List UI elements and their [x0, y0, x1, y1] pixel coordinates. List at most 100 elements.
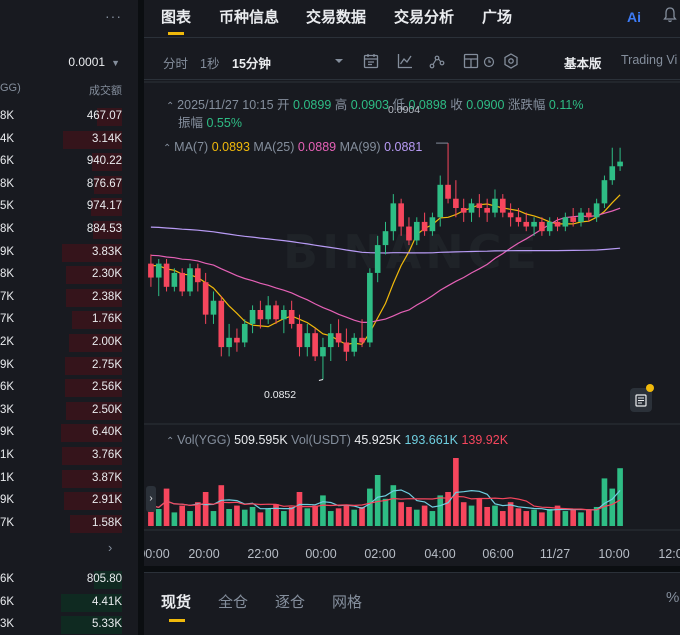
- candle-body: [445, 184, 451, 199]
- ask-total: 2.38K: [91, 290, 122, 303]
- depth-bar: [97, 108, 122, 126]
- volume-bar: [515, 508, 522, 526]
- order-book-panel: ··· 0.0001 ▼ GG) 成交额 8K 467.07 4K 3.14K 6K 940…: [0, 0, 138, 635]
- interval-15m[interactable]: 15分钟: [232, 57, 271, 71]
- tab-cross[interactable]: 全仓: [218, 594, 249, 611]
- candlestick-chart[interactable]: BINANCE 00:00 20:00 22:00 00:00 02:00 04:00 06…: [144, 80, 680, 566]
- ask-row[interactable]: 2K 2.00K: [0, 332, 122, 354]
- precision-select[interactable]: 0.0001 ▼: [68, 55, 120, 69]
- volume-legend: ⌃ Vol(YGG) 509.595K Vol(USDT) 45.925K 19…: [166, 433, 508, 447]
- volume-bar: [546, 509, 553, 526]
- collapse-caret-icon[interactable]: ⌃: [166, 101, 178, 112]
- ask-row[interactable]: 9K 2.91K: [0, 490, 122, 512]
- volume-bar: [617, 468, 623, 526]
- tab-trading-analysis[interactable]: 交易分析: [394, 9, 455, 26]
- expand-panel-button[interactable]: ›: [146, 486, 156, 512]
- interval-1s[interactable]: 1秒: [200, 57, 220, 71]
- candle-body: [453, 198, 459, 208]
- ask-row[interactable]: 6K 940.22: [0, 151, 122, 173]
- tab-square[interactable]: 广场: [482, 9, 513, 26]
- ask-row[interactable]: 7K 2.38K: [0, 287, 122, 309]
- volume-bar: [312, 505, 318, 526]
- bid-row[interactable]: 6K 805.80: [0, 569, 122, 591]
- tab-chart[interactable]: 图表: [161, 6, 191, 35]
- tab-coin-info[interactable]: 币种信息: [219, 9, 280, 26]
- drawing-tool-icon[interactable]: [428, 52, 446, 70]
- depth-bar: [92, 153, 122, 172]
- tradingview-toggle[interactable]: Trading Vi: [621, 53, 678, 67]
- volume-bar: [507, 502, 514, 526]
- candle-body: [554, 221, 561, 227]
- bid-row[interactable]: 6K 4.41K: [0, 592, 122, 614]
- volume-bar: [445, 492, 451, 526]
- candle-body: [390, 203, 397, 232]
- tab-spot[interactable]: 现货: [161, 591, 191, 622]
- ask-row[interactable]: 6K 2.56K: [0, 377, 122, 399]
- candle-body: [179, 272, 186, 292]
- ai-assistant-icon[interactable]: Ai: [627, 9, 641, 25]
- ask-row[interactable]: 9K 6.40K: [0, 422, 122, 444]
- basic-view-toggle[interactable]: 基本版: [564, 57, 602, 71]
- candle-body: [585, 212, 592, 218]
- ask-row[interactable]: 1K 3.76K: [0, 445, 122, 467]
- ask-row[interactable]: 7K 1.58K: [0, 513, 122, 535]
- ask-row[interactable]: 5K 974.17: [0, 196, 122, 218]
- notification-dot: [646, 384, 654, 392]
- volume-ma-lines: [150, 489, 621, 511]
- ask-amount: 1K: [0, 471, 15, 484]
- ask-amount: 8K: [0, 268, 15, 281]
- ask-amount: 1K: [0, 449, 15, 461]
- ask-row[interactable]: 9K 2.75K: [0, 355, 122, 377]
- bell-icon[interactable]: [663, 7, 677, 23]
- collapse-caret-icon[interactable]: ⌃: [163, 143, 175, 154]
- ask-row[interactable]: 1K 3.87K: [0, 468, 122, 490]
- more-horizontal-icon[interactable]: ···: [105, 8, 122, 24]
- ask-row[interactable]: 8K 884.53: [0, 219, 122, 241]
- candle-body: [249, 310, 256, 324]
- calendar-icon[interactable]: [362, 52, 380, 70]
- volume-bar: [273, 504, 279, 526]
- volume-bar: [249, 506, 256, 526]
- tab-isolated[interactable]: 逐仓: [275, 594, 306, 611]
- interval-timeline[interactable]: 分时: [163, 57, 189, 71]
- ma7-label: MA(7): [174, 140, 209, 154]
- indicator-icon[interactable]: [396, 52, 414, 70]
- ask-row[interactable]: 3K 2.50K: [0, 400, 122, 422]
- volume-bar: [241, 509, 248, 526]
- ask-total: 3.83K: [91, 245, 122, 258]
- vol-ma5-value: 193.661K: [404, 433, 458, 447]
- collapse-caret-icon[interactable]: ⌃: [166, 436, 178, 447]
- ask-row[interactable]: 9K 3.83K: [0, 242, 122, 264]
- news-toggle-button[interactable]: [630, 384, 654, 412]
- ask-row[interactable]: 8K 467.07: [0, 106, 122, 128]
- volume-bar: [187, 511, 193, 526]
- depth-bar: [61, 616, 122, 635]
- alert-icon[interactable]: [480, 52, 498, 70]
- candle-body: [155, 263, 162, 278]
- time-axis-label: 22:00: [247, 547, 278, 561]
- ask-row[interactable]: 8K 876.67: [0, 174, 122, 196]
- chart-grid: [144, 81, 680, 531]
- layout-icon[interactable]: [462, 52, 480, 70]
- ask-total: 2.50K: [91, 403, 122, 416]
- volume-bar: [226, 509, 232, 526]
- tab-grid[interactable]: 网格: [332, 594, 363, 611]
- ask-total: 2.00K: [91, 336, 122, 348]
- bid-row[interactable]: 3K 5.33K: [0, 614, 122, 635]
- caret-down-icon: ▼: [111, 58, 120, 68]
- chevron-right-icon[interactable]: ›: [108, 540, 113, 555]
- candle-body: [163, 263, 170, 287]
- candle-body: [171, 272, 178, 287]
- ask-row[interactable]: 4K 3.14K: [0, 129, 122, 151]
- ask-row[interactable]: 8K 2.30K: [0, 264, 122, 286]
- ask-amount: 9K: [0, 245, 15, 258]
- ask-row[interactable]: 7K 1.76K: [0, 309, 122, 331]
- interval-dropdown-icon[interactable]: [330, 52, 348, 70]
- ma25-value: 0.0889: [297, 140, 337, 154]
- candle-body: [515, 217, 522, 222]
- percent-icon[interactable]: %: [666, 589, 680, 606]
- tab-trading-data[interactable]: 交易数据: [306, 9, 367, 26]
- volume-bar: [281, 511, 287, 526]
- time-axis-label: 12:00: [658, 547, 680, 561]
- settings-icon[interactable]: [502, 52, 520, 70]
